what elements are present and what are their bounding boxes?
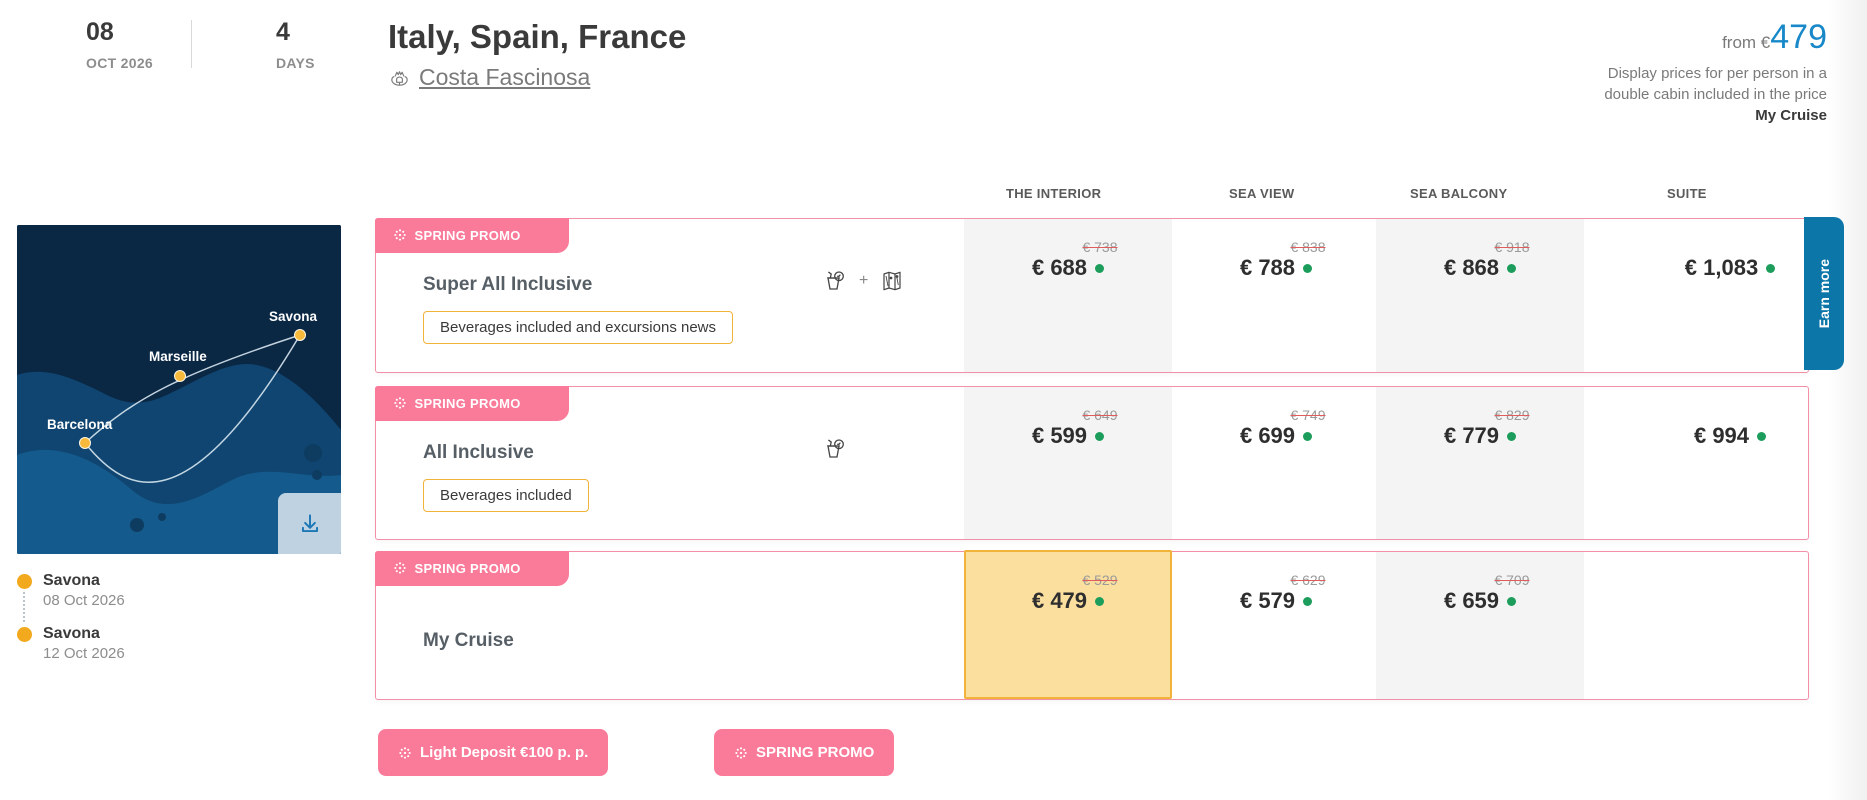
svg-text:Savona: Savona	[269, 309, 318, 324]
svg-text:Barcelona: Barcelona	[47, 417, 113, 432]
svg-text:Marseille: Marseille	[149, 349, 207, 364]
